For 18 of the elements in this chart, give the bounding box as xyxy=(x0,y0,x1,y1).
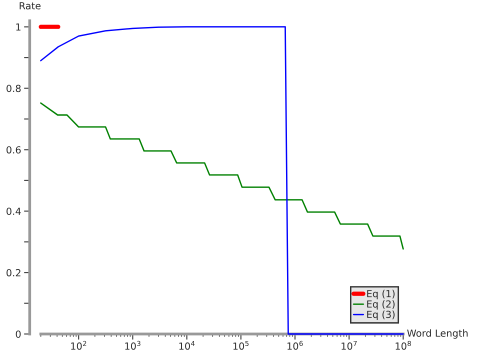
y-tick-label: 0.6 xyxy=(6,146,21,154)
y-tick-label: 0.8 xyxy=(6,84,21,92)
legend-label: Eq (3) xyxy=(367,310,395,320)
x-tick-label: 10$^{3}$ xyxy=(125,340,140,350)
x-tick-label: 10$^{4}$ xyxy=(179,340,195,350)
y-tick-label: 0.2 xyxy=(6,269,20,276)
x-tick-label: 10$^{8}$ xyxy=(396,340,411,350)
y-tick-label: 0.4 xyxy=(6,208,21,215)
y-tick-label: 1 xyxy=(16,23,20,31)
x-tick-label: 10$^{7}$ xyxy=(342,340,357,350)
y-tick-label: 0 xyxy=(16,330,21,338)
x-axis-title: Word Length xyxy=(407,329,468,339)
legend-label: Eq (2) xyxy=(367,300,395,310)
x-tick-label: 10$^{2}$ xyxy=(71,340,86,350)
x-tick-label: 10$^{6}$ xyxy=(288,340,303,350)
x-tick-label: 10$^{5}$ xyxy=(233,340,249,350)
legend-label: Eq (1) xyxy=(367,290,395,300)
y-axis-title: Rate xyxy=(20,2,41,10)
